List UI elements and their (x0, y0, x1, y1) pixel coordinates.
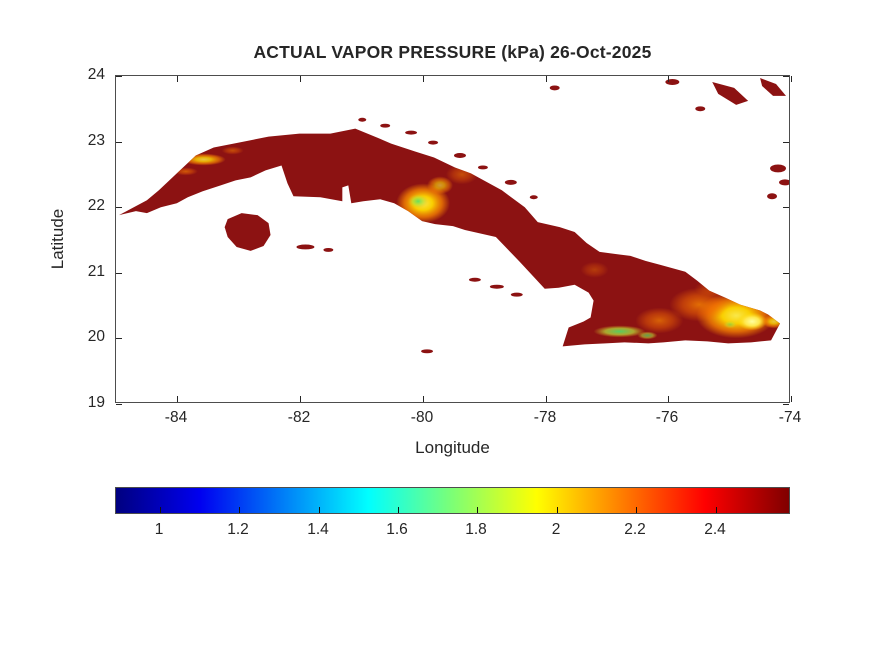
x-tick-label: -82 (287, 409, 311, 426)
y-tick-mark (783, 404, 789, 405)
colorbar (115, 487, 790, 514)
plot-area (115, 75, 792, 405)
neighboring-islands (712, 77, 789, 200)
colorbar-tick-label: 1.2 (227, 521, 249, 538)
colorbar-tick-label: 1 (154, 521, 164, 538)
y-tick-label: 24 (87, 66, 105, 83)
cuba-mainland (118, 128, 781, 347)
x-tick-label: -84 (164, 409, 188, 426)
x-tick-mark (546, 76, 547, 82)
x-axis-label: Longitude (415, 438, 490, 457)
vapor-pressure-hotspots (173, 146, 781, 340)
y-tick-mark (116, 404, 122, 405)
colorbar-tick-label: 2 (551, 521, 561, 538)
y-tick-label: 19 (87, 394, 105, 411)
colorbar-tick-mark (477, 507, 478, 513)
x-tick-mark (668, 76, 669, 82)
y-tick-label: 22 (87, 197, 105, 214)
colorbar-tick-label: 2.4 (704, 521, 726, 538)
x-tick-mark (423, 76, 424, 82)
x-tick-label: -76 (655, 409, 679, 426)
x-tick-label: -80 (410, 409, 434, 426)
colorbar-tick-mark (239, 507, 240, 513)
x-tick-mark (177, 76, 178, 82)
colorbar-tick-mark (557, 507, 558, 513)
x-tick-mark (546, 396, 547, 402)
y-tick-mark (116, 338, 122, 339)
cuba-heatmap-svg (118, 77, 789, 354)
colorbar-tick-label: 1.8 (465, 521, 487, 538)
x-tick-mark (177, 396, 178, 402)
x-tick-mark (423, 396, 424, 402)
y-tick-mark (116, 76, 122, 77)
y-tick-mark (116, 207, 122, 208)
colorbar-tick-mark (160, 507, 161, 513)
y-tick-labels: 24 23 22 21 20 19 (55, 66, 105, 411)
x-tick-mark (300, 396, 301, 402)
y-tick-label: 21 (87, 263, 105, 280)
colorbar-tick-mark (636, 507, 637, 513)
chart-title: ACTUAL VAPOR PRESSURE (kPa) 26-Oct-2025 (253, 42, 652, 62)
x-tick-mark (668, 396, 669, 402)
y-tick-mark (783, 338, 789, 339)
colorbar-tick-mark (716, 507, 717, 513)
colorbar-tick-label: 1.4 (307, 521, 329, 538)
colorbar-tick-label: 2.2 (624, 521, 646, 538)
y-tick-label: 20 (87, 328, 105, 345)
colorbar-tick-mark (398, 507, 399, 513)
x-tick-mark (300, 76, 301, 82)
y-tick-mark (116, 273, 122, 274)
x-tick-mark (791, 76, 792, 82)
y-tick-mark (783, 273, 789, 274)
y-tick-mark (783, 76, 789, 77)
y-tick-mark (116, 142, 122, 143)
isla-de-la-juventud (224, 213, 271, 251)
colorbar-tick-label: 1.6 (386, 521, 408, 538)
x-tick-labels: -84 -82 -80 -78 -76 -74 (115, 409, 801, 429)
x-tick-label: -74 (778, 409, 802, 426)
y-tick-mark (783, 142, 789, 143)
offshore-cays (296, 78, 706, 354)
y-tick-mark (783, 207, 789, 208)
colorbar-gradient (116, 488, 789, 513)
cuba-island (118, 128, 781, 347)
y-tick-label: 23 (87, 132, 105, 149)
x-tick-label: -78 (533, 409, 557, 426)
colorbar-tick-mark (319, 507, 320, 513)
x-tick-mark (791, 396, 792, 402)
colorbar-tick-labels: 1 1.2 1.4 1.6 1.8 2 2.2 2.4 (115, 521, 790, 543)
